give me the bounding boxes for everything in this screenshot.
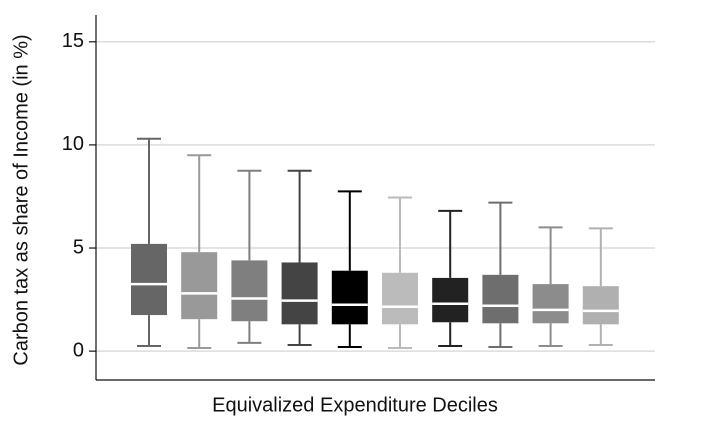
box [482,274,519,324]
y-axis-label: Carbon tax as share of Income (in %) [10,34,32,365]
box [532,284,569,324]
box [131,243,167,316]
box [231,260,268,322]
box [582,286,619,325]
box [331,270,368,325]
y-tick-label: 10 [62,133,84,155]
box [181,252,218,320]
y-tick-label: 15 [62,30,84,52]
x-axis-label: Equivalized Expenditure Deciles [212,394,498,416]
y-tick-label: 0 [73,339,84,361]
box [432,277,469,323]
box [281,262,318,325]
y-tick-label: 5 [73,236,84,258]
box [382,272,418,325]
